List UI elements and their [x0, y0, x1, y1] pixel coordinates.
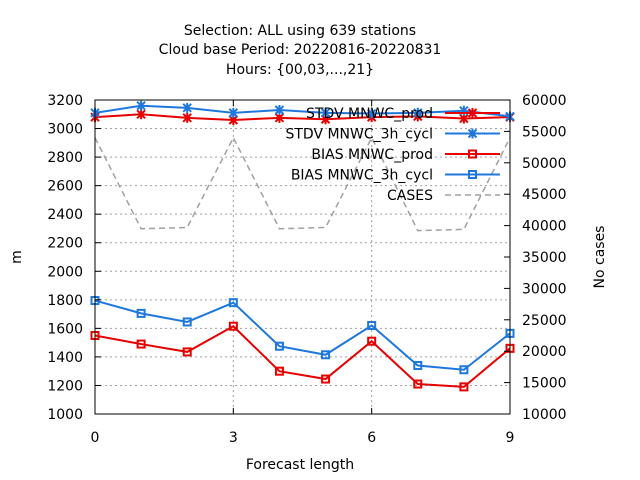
y-tick-label: 2600: [47, 179, 83, 195]
data-point: [274, 341, 284, 351]
y-tick-label: 2400: [47, 207, 83, 223]
data-point: [367, 321, 377, 331]
data-point: [367, 336, 377, 346]
data-point: [136, 100, 146, 111]
legend-swatch-marker: [468, 170, 477, 179]
data-point: [459, 365, 469, 375]
series-bias-mnwc-3h-cycl: [90, 296, 515, 375]
legend-label: BIAS MNWC_prod: [311, 147, 433, 163]
x-axis-label: Forecast length: [246, 457, 354, 473]
series-bias-mnwc-prod: [90, 321, 515, 392]
legend-swatch-marker: [468, 149, 477, 159]
titles: Selection: ALL using 639 stations Cloud …: [9, 23, 608, 473]
y2-tick-label: 50000: [522, 156, 567, 172]
y-tick-label: 3000: [47, 122, 83, 138]
data-point: [274, 366, 284, 376]
data-point: [228, 298, 238, 308]
data-point: [413, 107, 423, 118]
data-point: [182, 112, 192, 123]
data-point: [228, 107, 239, 118]
y2-tick-label: 15000: [522, 376, 567, 392]
series-line: [94, 324, 511, 388]
legend-label: STDV MNWC_3h_cycl: [285, 127, 433, 143]
series-cases: [94, 136, 511, 232]
y-tick-label: 1200: [47, 378, 83, 394]
legend-swatch-marker: [467, 108, 478, 118]
y2-tick-label: 30000: [522, 281, 567, 297]
y-tick-label: 2000: [47, 264, 83, 280]
chart-title-line-3: Hours: {00,03,...,21}: [226, 62, 374, 78]
y-tick-label: 1400: [47, 350, 83, 366]
chart-title-line-2: Cloud base Period: 20220816-20220831: [159, 42, 442, 58]
legend-label: STDV MNWC_prod: [306, 106, 433, 122]
data-point: [459, 382, 469, 392]
series-line: [94, 113, 511, 121]
x-tick-label: 9: [506, 430, 515, 446]
y-tick-label: 1800: [47, 293, 83, 309]
data-point: [136, 109, 146, 120]
data-point: [321, 350, 331, 360]
data-point: [182, 347, 192, 357]
y2-tick-label: 55000: [522, 124, 567, 140]
legend-swatch-marker: [467, 128, 478, 139]
y-tick-label: 2800: [47, 150, 83, 166]
axes: 1000 1200 1400 1600 1800 2000 2200 2400 2600 2800…: [47, 93, 566, 446]
series-line: [94, 136, 511, 232]
x-tick-label: 6: [367, 430, 376, 446]
y-tick-label: 1000: [47, 407, 83, 423]
series-layer: [90, 100, 515, 392]
series-line: [94, 299, 511, 371]
data-point: [182, 317, 192, 327]
data-point: [136, 308, 146, 318]
legend: STDV MNWC_prod STDV MNWC_3h_cycl BIAS MNWC…: [285, 106, 500, 204]
data-point: [274, 104, 285, 115]
y2-tick-label: 60000: [522, 93, 567, 109]
data-point: [320, 107, 331, 118]
y2-tick-label: 25000: [522, 313, 567, 329]
y2-tick-label: 45000: [522, 187, 567, 203]
y-tick-label: 2200: [47, 236, 83, 252]
y2-tick-label: 35000: [522, 250, 567, 266]
series-line: [94, 104, 511, 118]
x-tick-label: 0: [91, 430, 100, 446]
legend-label: CASES: [387, 188, 433, 204]
y-tick-label: 3200: [47, 93, 83, 109]
data-point: [136, 339, 146, 349]
grid: [95, 100, 510, 414]
y2-axis-label: No cases: [592, 226, 608, 289]
data-point: [182, 102, 192, 113]
y2-tick-label: 10000: [522, 407, 567, 423]
data-point: [413, 360, 423, 370]
data-point: [366, 108, 377, 119]
plot-frame: [94, 99, 511, 415]
y2-tick-label: 40000: [522, 219, 567, 235]
chart-title-line-1: Selection: ALL using 639 stations: [184, 23, 416, 39]
x-tick-label: 3: [229, 430, 238, 446]
y-tick-label: 1600: [47, 321, 83, 337]
y-axis-label: m: [9, 250, 25, 264]
y2-tick-label: 20000: [522, 344, 567, 360]
legend-label: BIAS MNWC_3h_cycl: [291, 168, 433, 184]
data-point: [228, 321, 238, 331]
data-point: [413, 379, 423, 389]
data-point: [321, 374, 331, 384]
